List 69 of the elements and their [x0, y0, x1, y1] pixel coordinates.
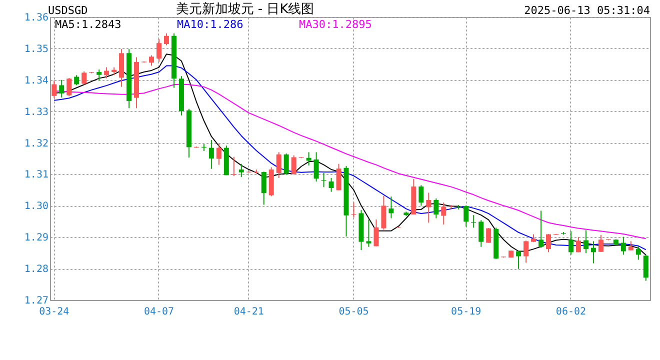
candlestick	[418, 184, 424, 206]
x-tick-label: 03-24	[39, 306, 70, 318]
candlestick	[336, 163, 342, 191]
candlestick	[576, 236, 581, 253]
x-tick-label: 05-05	[338, 306, 369, 318]
candlestick	[74, 74, 80, 86]
x-tick-label: 05-19	[451, 306, 482, 318]
text: USDSGD	[48, 4, 88, 17]
candlestick	[643, 254, 648, 282]
y-tick-label: 1.31	[24, 170, 48, 181]
x-tick-label: 06-02	[556, 306, 586, 318]
x-tick-label: 04-07	[144, 306, 174, 318]
candlestick	[208, 139, 214, 170]
y-tick-label: 1.33	[24, 106, 48, 118]
text: MA5:1.2843	[55, 18, 122, 31]
candlestick	[291, 154, 296, 176]
y-tick-label: 1.34	[24, 75, 48, 86]
candlestick	[66, 78, 72, 97]
candlestick	[464, 205, 469, 228]
candlestick	[216, 143, 222, 166]
candlestick	[52, 80, 57, 98]
text: 2025-06-13 05:31:04	[524, 4, 650, 17]
y-tick-label: 1.36	[24, 12, 48, 24]
y-tick-label: 1.32	[24, 138, 48, 150]
candlestick	[96, 69, 102, 82]
candlestick	[441, 202, 446, 226]
candlestick	[284, 152, 289, 176]
candlestick	[636, 246, 641, 260]
candlestick	[351, 202, 356, 218]
candlestick	[104, 66, 110, 79]
candlestick	[516, 250, 522, 270]
candlestick	[538, 210, 544, 248]
candlestick	[381, 195, 386, 230]
candlestick	[486, 227, 492, 244]
candlestick	[321, 172, 326, 188]
candlestick	[149, 54, 154, 66]
y-tick-label: 1.28	[24, 264, 48, 276]
candlestick	[366, 219, 372, 248]
y-tick-label: 1.29	[24, 232, 48, 244]
candlestick	[164, 32, 169, 46]
candlestick	[434, 198, 439, 219]
text: MA30:1.2895	[299, 18, 372, 31]
candlestick	[276, 152, 282, 178]
chart-title: 美元新加坡元 - 日K线图	[176, 1, 314, 17]
candlestick	[524, 240, 529, 264]
candlestick	[583, 230, 588, 254]
y-tick-label: 1.27	[24, 296, 48, 306]
text: MA10:1.286	[177, 18, 244, 31]
candlestick	[620, 236, 626, 256]
candlestick	[598, 234, 604, 252]
candlestick	[82, 70, 87, 86]
candlestick	[546, 233, 551, 253]
candlestick	[478, 220, 484, 248]
x-tick-label: 04-21	[234, 306, 264, 318]
candlestick	[388, 196, 394, 219]
candlestick	[231, 156, 236, 177]
candlestick	[261, 171, 266, 206]
y-tick-label: 1.30	[24, 201, 48, 212]
candlestick	[328, 177, 334, 192]
candlestick	[314, 152, 319, 182]
candlestick	[238, 163, 244, 178]
candlestick	[59, 79, 64, 98]
candlestick	[590, 240, 596, 264]
candlestick	[374, 219, 379, 247]
candlestick	[628, 240, 634, 251]
y-tick-label: 1.35	[24, 44, 48, 55]
candlestick	[156, 38, 162, 62]
candlestick	[568, 230, 574, 256]
candlestick	[426, 192, 432, 224]
